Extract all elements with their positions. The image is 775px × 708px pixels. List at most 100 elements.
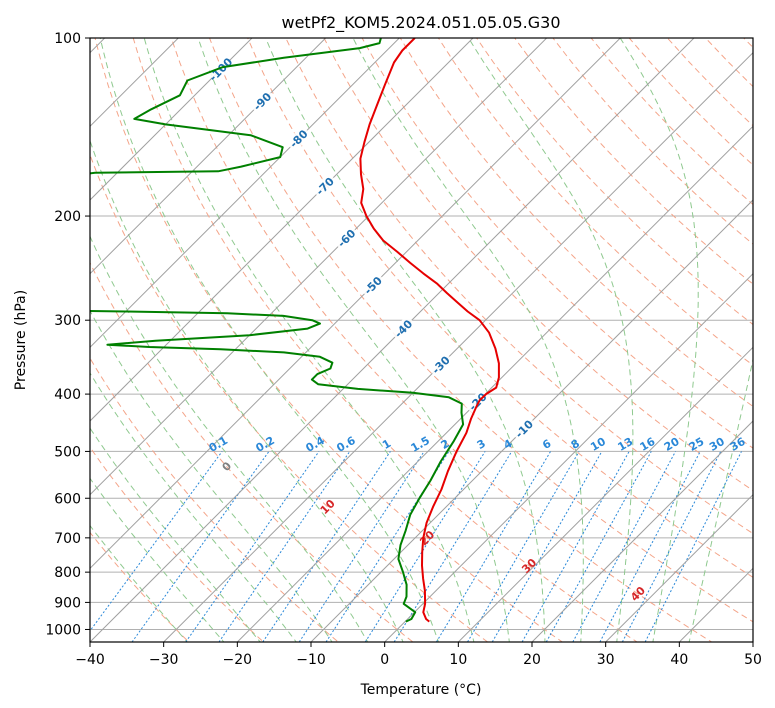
moist-adiabat--15 xyxy=(90,372,297,642)
dry-adiabats xyxy=(90,38,753,642)
mixing-ratio-line-14 xyxy=(572,451,676,642)
isotherm--60 xyxy=(90,38,548,496)
moist-adiabat--5 xyxy=(90,235,369,642)
isotherm--20 xyxy=(236,125,753,642)
moist-adiabat--25 xyxy=(90,477,225,642)
dry-adiabat-label-1: 10 xyxy=(318,497,338,517)
dry-adiabat-120 xyxy=(476,38,753,326)
mixing-ratio-line-5 xyxy=(298,451,425,642)
isotherm-label-bg-9 xyxy=(510,415,538,443)
dry-adiabat-180 xyxy=(704,38,753,88)
moist-adiabat-35 xyxy=(619,38,699,642)
x-tick-label-5: 10 xyxy=(449,652,467,668)
dry-adiabat-30 xyxy=(132,38,638,642)
isotherm--100 xyxy=(90,38,253,201)
dry-adiabat-90 xyxy=(361,38,753,449)
mixing-ratio-line-4 xyxy=(262,451,391,642)
mixing-ratio-line-2 xyxy=(185,451,320,642)
isotherm-50 xyxy=(752,641,753,642)
dry-adiabat-60 xyxy=(247,38,753,578)
dry-adiabat-70 xyxy=(285,38,753,535)
temperature-line xyxy=(359,38,500,623)
dry-adiabat-190 xyxy=(743,38,753,49)
y-tick-label-8: 900 xyxy=(54,595,81,611)
x-tick-label-3: −10 xyxy=(296,652,326,668)
mixing-ratio-label-9: 6 xyxy=(540,437,553,452)
y-tick-label-4: 500 xyxy=(54,444,81,460)
mixing-ratio-line-12 xyxy=(521,451,630,642)
x-tick-label-0: −40 xyxy=(75,652,105,668)
moist-adiabat-30 xyxy=(468,38,634,642)
moist-adiabat-20 xyxy=(265,38,546,642)
dry-adiabat-150 xyxy=(590,38,753,206)
mixing-ratio-line-0 xyxy=(90,451,223,632)
y-tick-label-5: 600 xyxy=(54,491,81,507)
dry-adiabat-50 xyxy=(208,38,753,623)
mixing-ratio-line-8 xyxy=(393,451,513,642)
x-tick-label-7: 30 xyxy=(597,652,615,668)
moist-adiabat-25 xyxy=(352,38,584,642)
x-tick-label-8: 40 xyxy=(670,652,688,668)
isotherm--110 xyxy=(90,38,180,128)
isotherm--70 xyxy=(90,38,474,422)
x-tick-label-9: 50 xyxy=(744,652,762,668)
dewpoint-line xyxy=(90,38,465,623)
mixing-ratio-line-15 xyxy=(599,451,701,642)
isotherms xyxy=(0,11,753,654)
sounding-series xyxy=(90,38,500,623)
moist-adiabat--10 xyxy=(90,309,333,642)
isotherm-label-bg-7 xyxy=(427,351,455,379)
isotherm-label-bg-6 xyxy=(389,315,417,343)
moist-adiabat-10 xyxy=(143,38,475,642)
y-tick-label-7: 800 xyxy=(54,565,81,581)
y-tick-label-6: 700 xyxy=(54,531,81,547)
dry-adiabat--20 xyxy=(90,446,265,642)
x-tick-label-1: −30 xyxy=(149,652,179,668)
mixing-ratio-line-10 xyxy=(467,451,580,642)
dry-adiabat-label-2: 20 xyxy=(417,528,437,548)
isotherm--130 xyxy=(0,11,58,654)
y-axis-title: Pressure (hPa) xyxy=(13,290,29,390)
mixing-ratio-line-7 xyxy=(364,451,486,642)
background-line-labels: 0.1 0.2 0.4 0.6 1 1.5 2 3 4 6 8 10 13 16 20 25 30 36-100-… xyxy=(207,55,748,604)
mixing-ratio-label-6: 2 xyxy=(439,437,452,452)
y-tick-label-1: 200 xyxy=(54,209,81,225)
x-tick-label-4: 0 xyxy=(380,652,389,668)
mixing-ratio-line-17 xyxy=(644,451,742,642)
dry-adiabat-10 xyxy=(90,153,489,642)
isotherm--80 xyxy=(90,38,401,349)
moist-adiabat-15 xyxy=(197,38,510,642)
moist-adiabat--30 xyxy=(90,524,188,642)
dry-adiabat-80 xyxy=(323,38,753,492)
x-tick-label-2: −20 xyxy=(223,652,253,668)
dry-adiabat-20 xyxy=(94,38,564,642)
mixing-ratio-line-3 xyxy=(218,451,351,642)
x-tick-label-6: 20 xyxy=(523,652,541,668)
dry-adiabat-130 xyxy=(514,38,753,285)
y-tick-label-2: 300 xyxy=(54,313,81,329)
isotherm-30 xyxy=(604,493,753,642)
mixing-ratio-line-1 xyxy=(131,451,270,642)
plot-frame xyxy=(89,37,754,643)
moist-adiabat-40 xyxy=(688,356,753,642)
dry-adiabat-40 xyxy=(170,38,713,642)
isotherm--10 xyxy=(310,199,753,642)
isotherm-40 xyxy=(678,567,753,642)
mixing-ratio-label-4: 1 xyxy=(380,437,393,452)
dry-adiabat-110 xyxy=(437,38,753,366)
isotherm-10 xyxy=(457,346,753,642)
y-axis-ticks: 100 200 300 400 500 600 700 800 900 1000 xyxy=(45,31,90,638)
dry-adiabat-100 xyxy=(399,38,753,408)
mixing-ratio-label-7: 3 xyxy=(475,437,488,452)
isotherm-20 xyxy=(531,420,753,642)
mixing-ratio-lines xyxy=(90,451,742,642)
mixing-ratio-label-10: 8 xyxy=(569,437,582,452)
plot-area: 0.1 0.2 0.4 0.6 1 1.5 2 3 4 6 8 10 13 16 20 25 30 36-100-… xyxy=(0,11,753,654)
dry-adiabat--30 xyxy=(90,531,190,642)
mixing-ratio-line-13 xyxy=(545,451,652,642)
isotherm-label-bg-3 xyxy=(311,172,339,200)
isotherm-label-bg-5 xyxy=(359,271,387,299)
isotherm-label-bg-2 xyxy=(285,125,313,153)
isotherm--50 xyxy=(90,38,622,570)
